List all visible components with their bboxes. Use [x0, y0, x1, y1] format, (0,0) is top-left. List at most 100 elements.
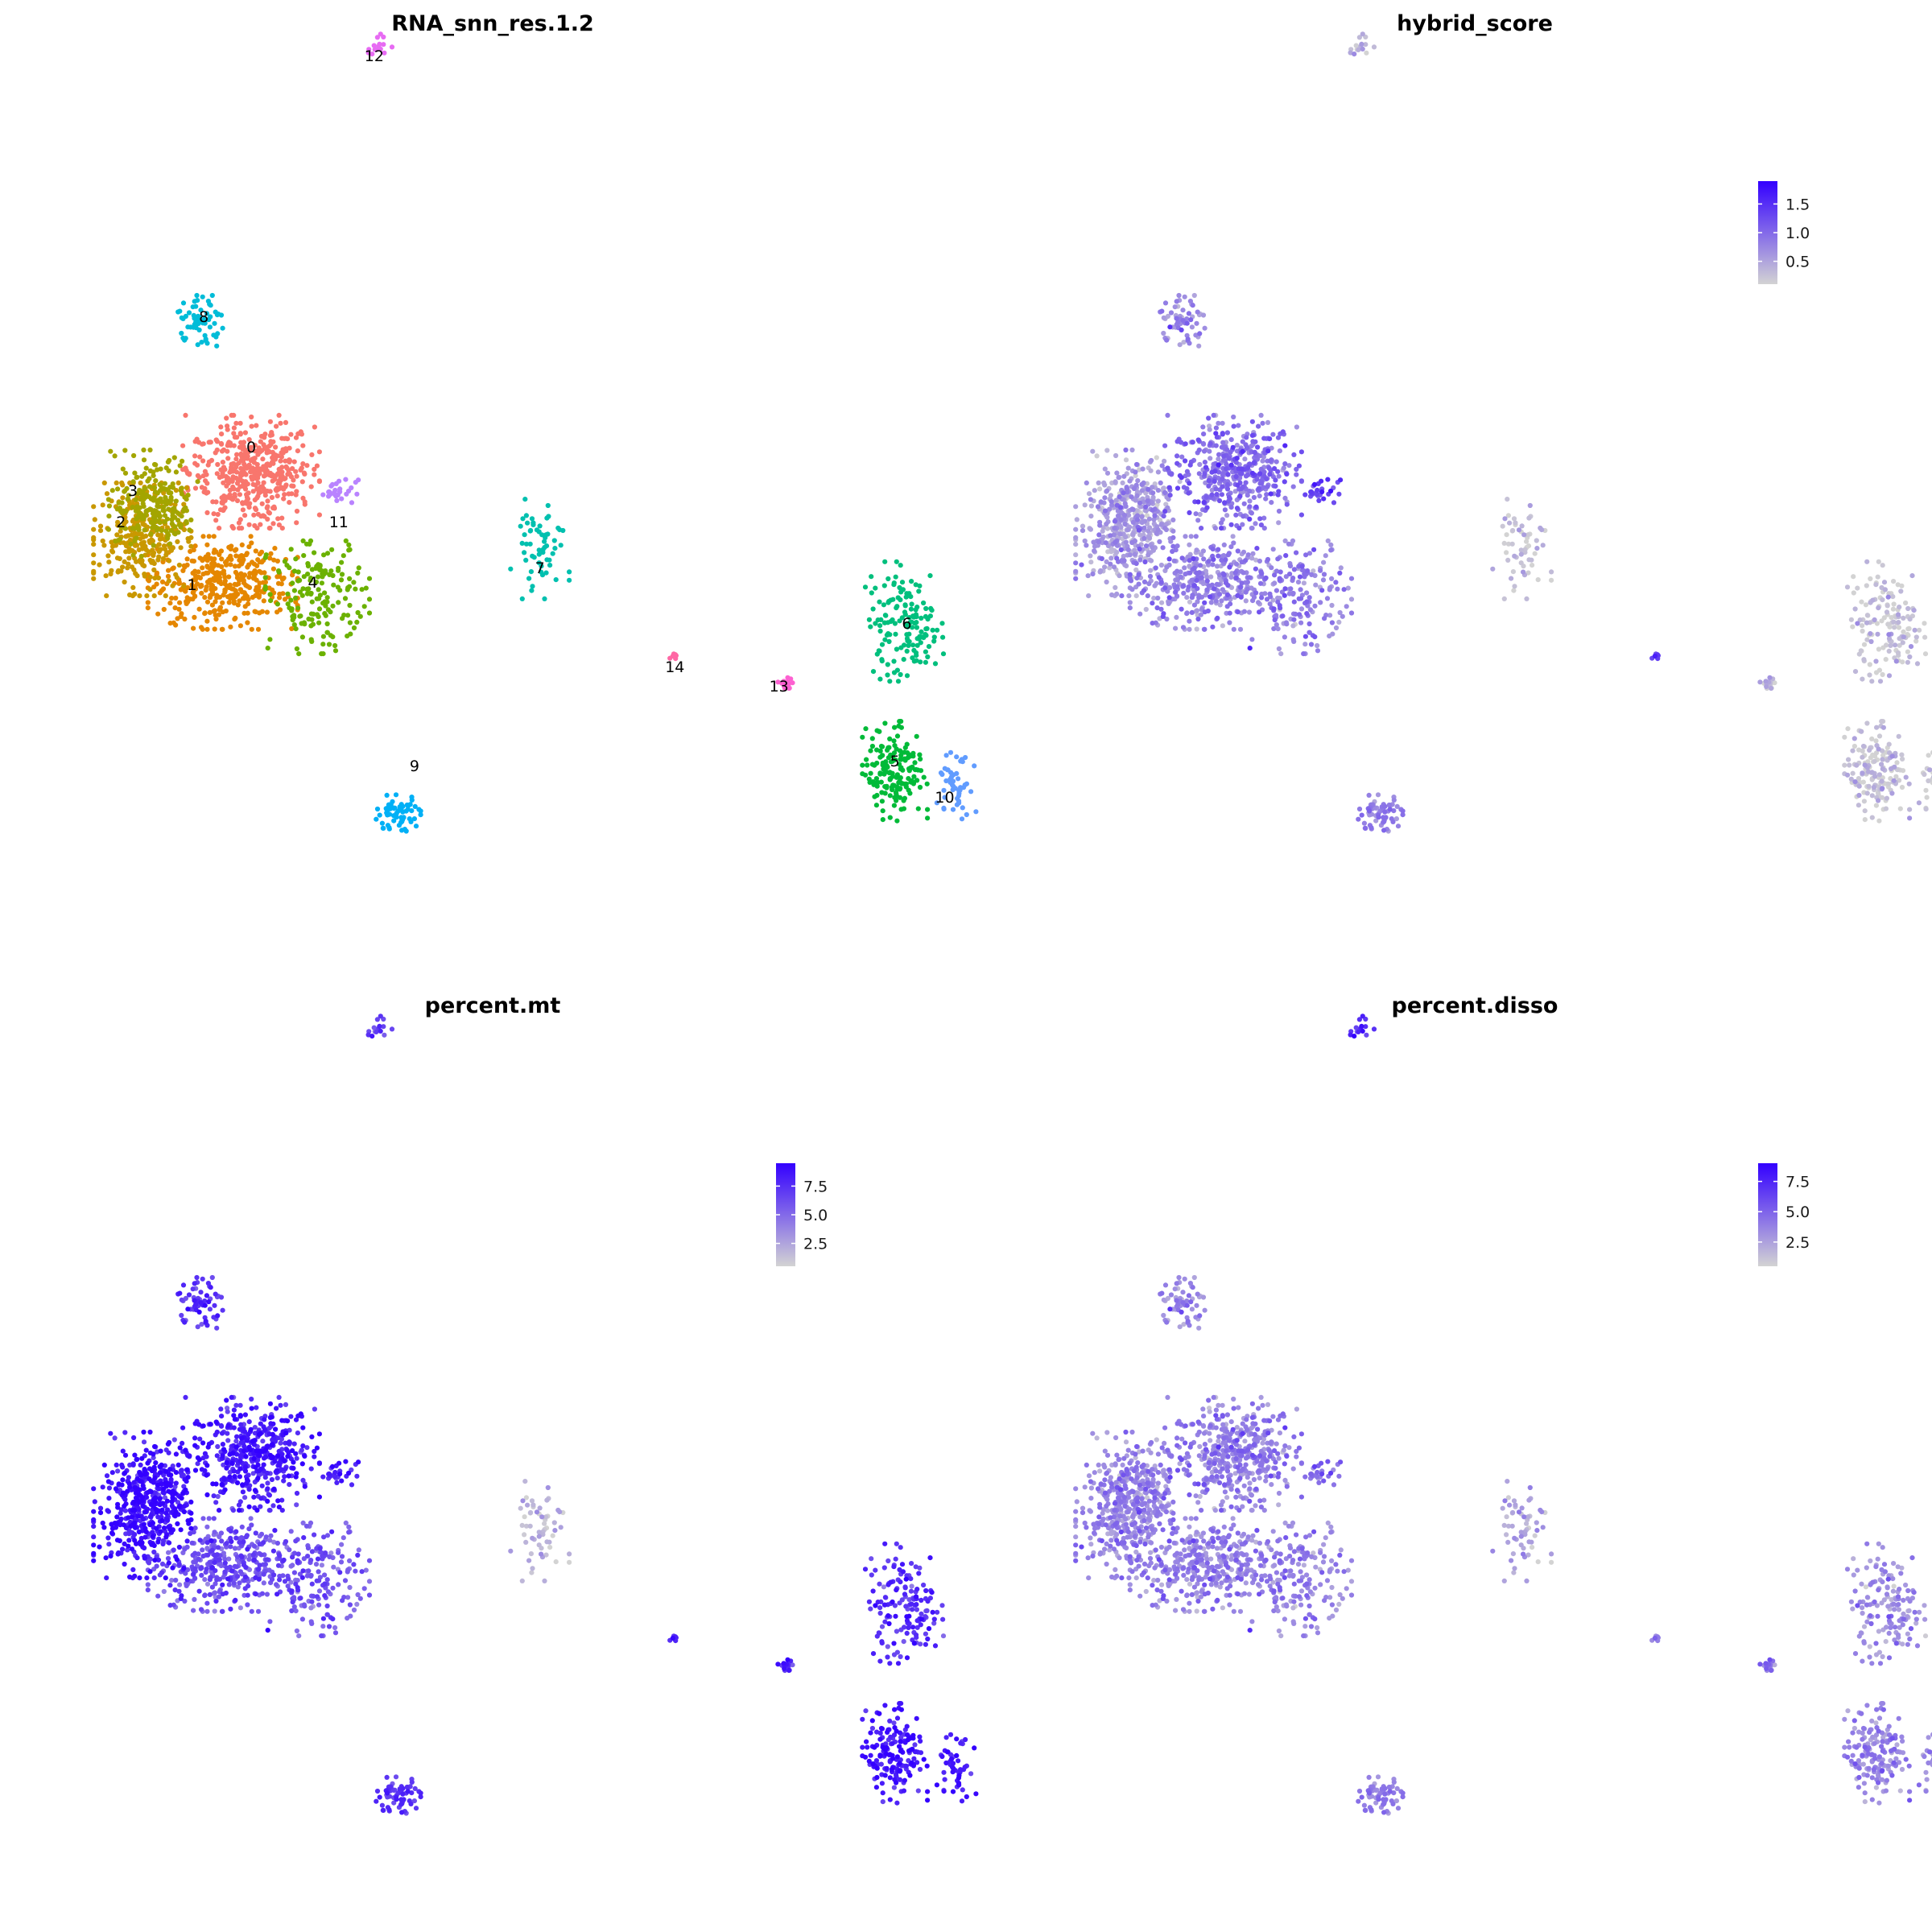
- cell-point: [1311, 547, 1317, 552]
- cell-point: [91, 526, 97, 532]
- cell-point: [1241, 514, 1246, 519]
- cell-point: [1879, 778, 1885, 784]
- cell-point: [220, 609, 225, 615]
- cell-point: [1112, 526, 1117, 531]
- cell-point: [1264, 597, 1270, 602]
- cell-point: [347, 576, 353, 582]
- cell-point: [106, 559, 112, 565]
- cell-point: [908, 779, 914, 785]
- cell-point: [1922, 651, 1929, 657]
- cell-point: [530, 553, 535, 559]
- cell-point: [105, 526, 111, 532]
- cell-point: [200, 534, 206, 539]
- cell-point: [1167, 493, 1173, 498]
- cell-point: [398, 802, 404, 807]
- cell-point: [170, 481, 175, 487]
- cell-point: [186, 539, 192, 544]
- cell-point: [1876, 818, 1882, 824]
- cell-point: [918, 756, 923, 762]
- cell-point: [519, 1578, 525, 1583]
- cell-point: [178, 545, 184, 551]
- cell-point: [1088, 526, 1093, 532]
- cell-point: [1178, 574, 1183, 580]
- cell-point: [278, 1440, 283, 1446]
- cell-point: [151, 553, 156, 559]
- cell-point: [259, 501, 265, 506]
- cell-point: [1237, 626, 1244, 632]
- cell-point: [567, 569, 572, 575]
- cell-point: [894, 1629, 899, 1634]
- cell-point: [902, 745, 908, 750]
- cell-point: [519, 1522, 525, 1528]
- cell-point: [122, 579, 127, 585]
- cell-point: [882, 791, 888, 796]
- cell-point: [1195, 437, 1201, 443]
- cell-point: [550, 551, 555, 556]
- cell-point: [1136, 581, 1141, 587]
- cell-point: [220, 325, 225, 331]
- cell-point: [1114, 555, 1120, 561]
- cell-point: [192, 1550, 198, 1556]
- cell-point: [209, 602, 215, 608]
- cell-point: [1193, 534, 1199, 539]
- cell-point: [1907, 617, 1913, 622]
- cell-point: [1208, 594, 1213, 600]
- cell-point: [1082, 502, 1088, 508]
- cell-point: [1363, 825, 1368, 831]
- cell-point: [126, 546, 132, 551]
- cell-point: [1359, 812, 1364, 818]
- cell-point: [346, 1524, 352, 1530]
- cell-point: [1245, 580, 1250, 585]
- cell-point: [209, 561, 215, 567]
- cell-point: [1880, 724, 1886, 730]
- cell-point: [263, 1534, 269, 1540]
- cell-point: [324, 1577, 330, 1583]
- cell-point: [245, 1602, 250, 1608]
- cell-point: [199, 590, 204, 597]
- cell-point: [1165, 465, 1170, 471]
- cell-point: [1886, 673, 1893, 679]
- cell-point: [1328, 488, 1334, 494]
- cell-point: [1336, 619, 1342, 625]
- cell-point: [1291, 617, 1297, 622]
- cell-point: [200, 558, 205, 564]
- cell-point: [287, 1547, 292, 1553]
- cell-point: [354, 491, 360, 497]
- cell-point: [132, 538, 138, 544]
- cell-point: [309, 1620, 315, 1626]
- cell-point: [167, 1603, 173, 1608]
- cell-point: [246, 522, 252, 527]
- cell-point: [1247, 498, 1253, 504]
- cell-point: [1313, 582, 1319, 588]
- cell-point: [1191, 583, 1197, 588]
- cell-point: [149, 537, 155, 543]
- cell-point: [1212, 478, 1217, 485]
- cell-point: [1222, 500, 1228, 506]
- cell-point: [258, 1531, 265, 1537]
- cell-point: [1364, 50, 1369, 56]
- cell-point: [1926, 767, 1932, 773]
- cell-point: [1869, 679, 1875, 684]
- cell-point: [1864, 720, 1870, 726]
- cell-point: [290, 1563, 295, 1568]
- cell-point: [1214, 564, 1220, 569]
- cell-point: [100, 538, 105, 544]
- cell-point: [1219, 526, 1224, 531]
- cell-point: [1905, 649, 1910, 654]
- cell-point: [264, 1591, 270, 1597]
- cell-point: [882, 559, 888, 564]
- cell-point: [1108, 561, 1113, 567]
- cell-point: [940, 651, 947, 657]
- cell-point: [522, 497, 528, 502]
- cell-point: [898, 563, 903, 568]
- cell-point: [246, 1583, 251, 1589]
- cell-point: [309, 1599, 315, 1604]
- cell-point: [1187, 481, 1192, 486]
- cell-point: [1186, 584, 1191, 590]
- cell-point: [288, 1529, 294, 1534]
- cell-point: [1230, 534, 1236, 539]
- cell-point: [325, 607, 331, 613]
- cell-point: [1235, 548, 1241, 554]
- cell-point: [1318, 600, 1323, 605]
- cell-point: [220, 626, 225, 632]
